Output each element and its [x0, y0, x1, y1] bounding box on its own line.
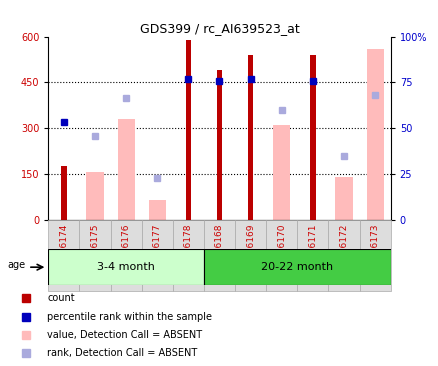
Bar	[335, 177, 352, 220]
Bar	[204, 249, 390, 285]
Bar	[309, 55, 315, 220]
Text: count: count	[47, 293, 75, 303]
Bar	[173, 220, 204, 291]
Text: GSM6172: GSM6172	[339, 223, 348, 266]
Text: GSM6171: GSM6171	[307, 223, 317, 267]
Text: 20-22 month: 20-22 month	[261, 262, 332, 272]
Bar	[359, 220, 390, 291]
Text: GSM6174: GSM6174	[59, 223, 68, 266]
Bar	[86, 172, 103, 220]
Text: GSM6178: GSM6178	[184, 223, 192, 267]
Bar	[366, 49, 383, 220]
Bar	[79, 220, 110, 291]
Text: GSM6173: GSM6173	[370, 223, 379, 267]
Text: 3-4 month: 3-4 month	[97, 262, 155, 272]
Text: percentile rank within the sample: percentile rank within the sample	[47, 311, 212, 322]
Bar	[48, 220, 79, 291]
Bar	[148, 200, 166, 220]
Text: GSM6168: GSM6168	[215, 223, 223, 267]
Bar	[328, 220, 359, 291]
Bar	[110, 220, 141, 291]
Bar	[117, 119, 134, 220]
Text: GSM6177: GSM6177	[152, 223, 161, 267]
Bar	[48, 249, 204, 285]
Bar	[61, 166, 67, 220]
Title: GDS399 / rc_AI639523_at: GDS399 / rc_AI639523_at	[139, 22, 299, 36]
Text: GSM6176: GSM6176	[121, 223, 131, 267]
Text: value, Detection Call = ABSENT: value, Detection Call = ABSENT	[47, 330, 202, 340]
Bar	[234, 220, 265, 291]
Bar	[204, 220, 234, 291]
Text: rank, Detection Call = ABSENT: rank, Detection Call = ABSENT	[47, 348, 197, 358]
Text: age: age	[7, 260, 25, 270]
Bar	[216, 70, 222, 220]
Bar	[272, 125, 290, 220]
Bar	[185, 40, 191, 220]
Text: GSM6170: GSM6170	[277, 223, 286, 267]
Bar	[297, 220, 328, 291]
Text: GSM6169: GSM6169	[246, 223, 254, 267]
Text: GSM6175: GSM6175	[90, 223, 99, 267]
Bar	[141, 220, 173, 291]
Bar	[265, 220, 297, 291]
Bar	[247, 55, 253, 220]
